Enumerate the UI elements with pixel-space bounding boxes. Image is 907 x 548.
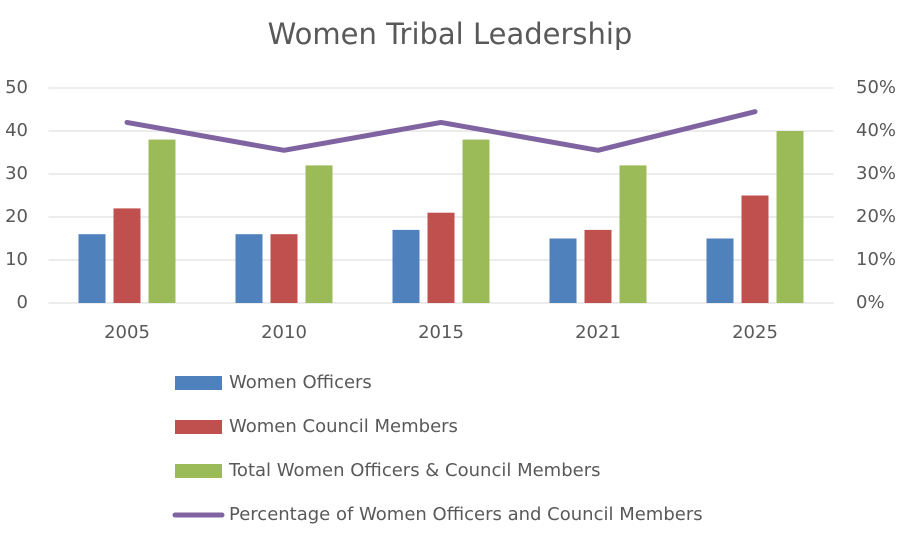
bar: [776, 131, 804, 303]
bar: [549, 238, 577, 303]
y-tick-label: 40: [5, 120, 28, 141]
y2-tick-label: 40%: [856, 120, 896, 141]
bar: [427, 212, 455, 303]
line-series: [124, 109, 758, 153]
x-tick-label: 2010: [261, 322, 307, 343]
y2-tick-label: 50%: [856, 77, 896, 98]
legend-label: Women Officers: [229, 372, 372, 393]
x-tick-label: 2025: [732, 322, 778, 343]
legend-swatch: [175, 464, 222, 478]
bar: [392, 229, 420, 303]
y-tick-label: 0: [17, 292, 28, 313]
bar: [462, 139, 490, 303]
bar: [78, 234, 106, 303]
y-tick-label: 20: [5, 206, 28, 227]
bar: [741, 195, 769, 303]
bar: [235, 234, 263, 303]
bar: [270, 234, 298, 303]
y2-tick-label: 10%: [856, 249, 896, 270]
y-tick-label: 50: [5, 77, 28, 98]
y2-tick-label: 0%: [856, 292, 885, 313]
y-tick-label: 10: [5, 249, 28, 270]
y-tick-label: 30: [5, 163, 28, 184]
x-tick-label: 2021: [575, 322, 621, 343]
bar: [148, 139, 176, 303]
y2-tick-label: 30%: [856, 163, 896, 184]
legend-label: Women Council Members: [229, 416, 458, 437]
y2-tick-label: 20%: [856, 206, 896, 227]
x-tick-label: 2015: [418, 322, 464, 343]
legend-swatch: [175, 420, 222, 434]
chart-title: Women Tribal Leadership: [268, 17, 633, 51]
legend-swatch: [175, 376, 222, 390]
bar: [619, 165, 647, 303]
x-tick-label: 2005: [104, 322, 150, 343]
legend-label: Percentage of Women Officers and Council…: [229, 504, 703, 525]
bar: [584, 229, 612, 303]
bar: [706, 238, 734, 303]
legend-label: Total Women Officers & Council Members: [228, 460, 601, 481]
bar: [305, 165, 333, 303]
bar: [113, 208, 141, 303]
